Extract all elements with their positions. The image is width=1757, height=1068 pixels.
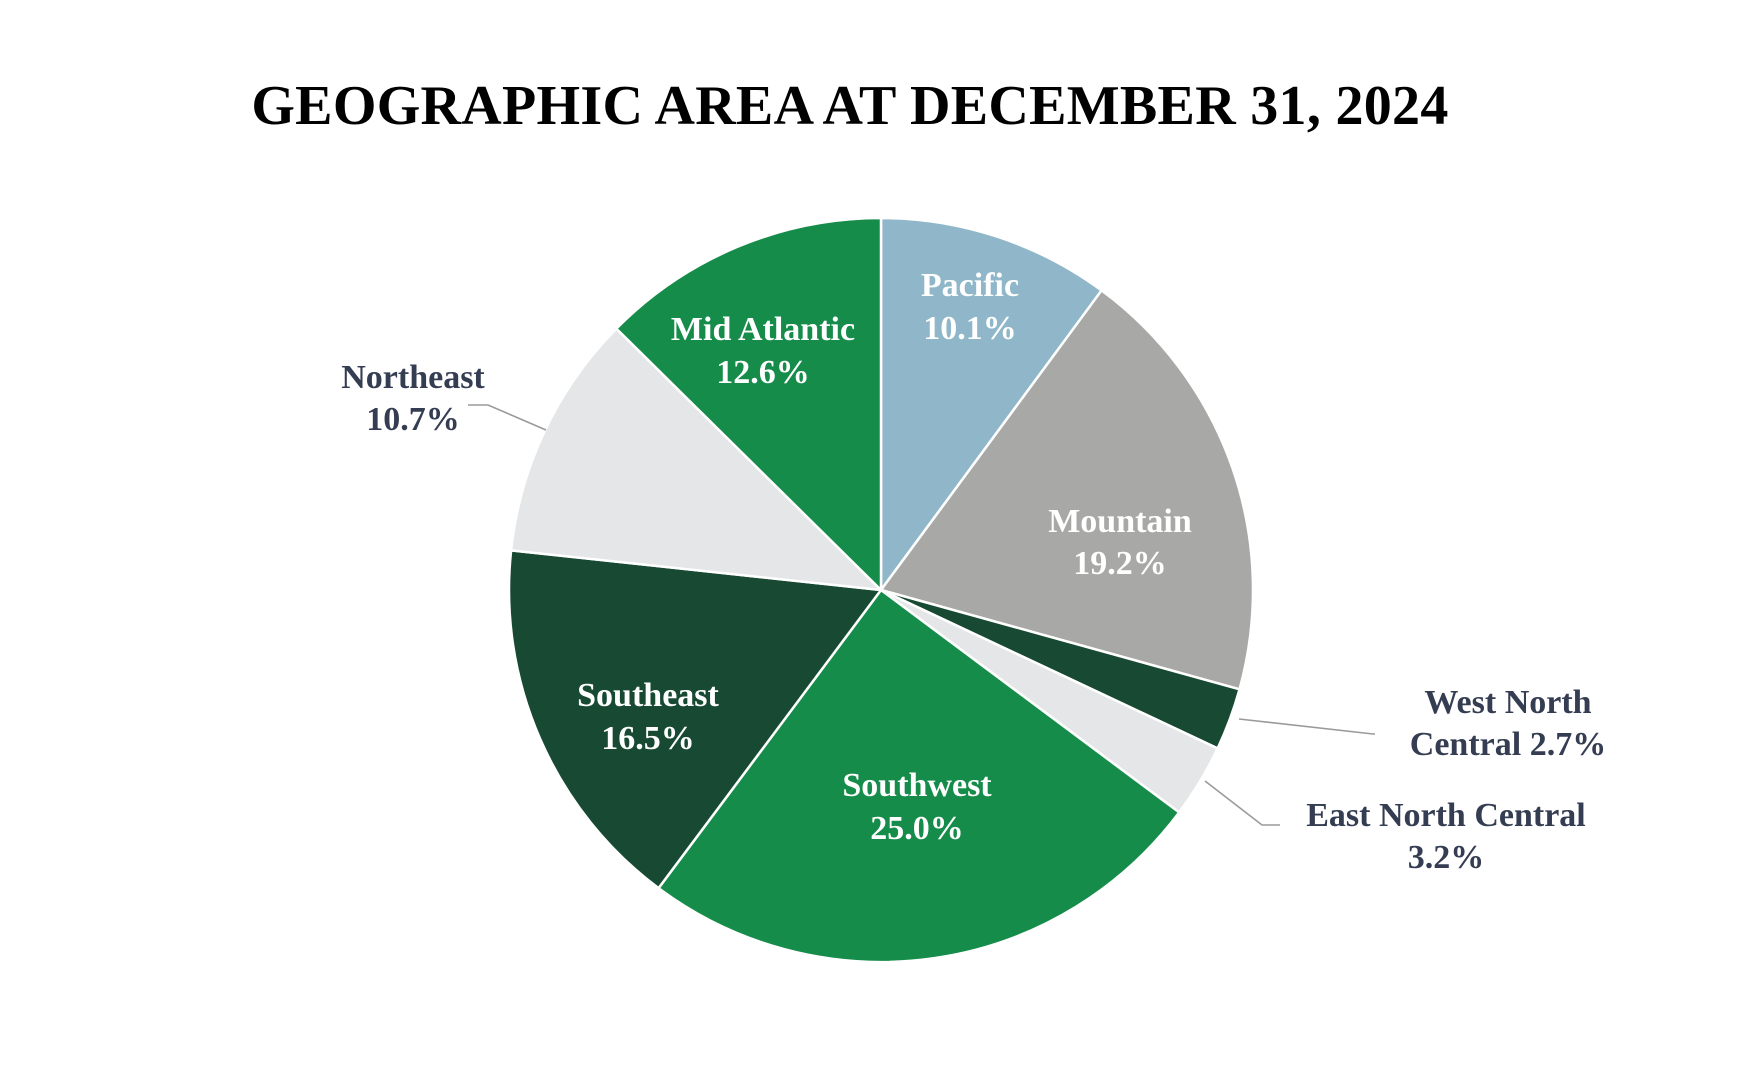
slice-label-mountain: Mountain bbox=[1048, 503, 1192, 540]
pie-slice-northeast bbox=[509, 327, 883, 592]
leader-line-northeast bbox=[468, 404, 547, 431]
slice-label-southwest: Southwest bbox=[842, 767, 992, 804]
leader-line-west-north-central bbox=[1238, 718, 1375, 735]
slice-label-pacific: Pacific bbox=[921, 267, 1019, 304]
slice-value-southwest: 25.0% bbox=[870, 810, 964, 847]
slice-label-southeast: Southeast bbox=[577, 677, 719, 714]
pie-slice-southwest bbox=[657, 588, 1181, 964]
slice-value-east-north-central: 3.2% bbox=[1408, 839, 1485, 876]
slice-value-southeast: 16.5% bbox=[601, 720, 695, 757]
slice-value-mountain: 19.2% bbox=[1073, 545, 1167, 582]
slice-value-northeast: 10.7% bbox=[366, 401, 460, 438]
slice-label-northeast: Northeast bbox=[341, 359, 485, 396]
slice-label-east-north-central: East North Central bbox=[1306, 797, 1586, 834]
slice-value-mid-atlantic: 12.6% bbox=[716, 354, 810, 391]
slice-label-west-north-central: West North bbox=[1424, 684, 1591, 721]
pie-slice-mid-atlantic bbox=[615, 216, 883, 592]
pie-slice-southeast bbox=[507, 549, 883, 890]
pie-slice-pacific bbox=[879, 216, 1103, 592]
chart-title: GEOGRAPHIC AREA AT DECEMBER 31, 2024 bbox=[251, 75, 1449, 137]
leader-line-east-north-central bbox=[1204, 780, 1280, 826]
slice-label-west-north-central-line2: Central 2.7% bbox=[1410, 726, 1606, 763]
slice-value-pacific: 10.1% bbox=[923, 310, 1017, 347]
slice-label-mid-atlantic: Mid Atlantic bbox=[671, 311, 855, 348]
pie-slice-mountain bbox=[879, 289, 1255, 691]
